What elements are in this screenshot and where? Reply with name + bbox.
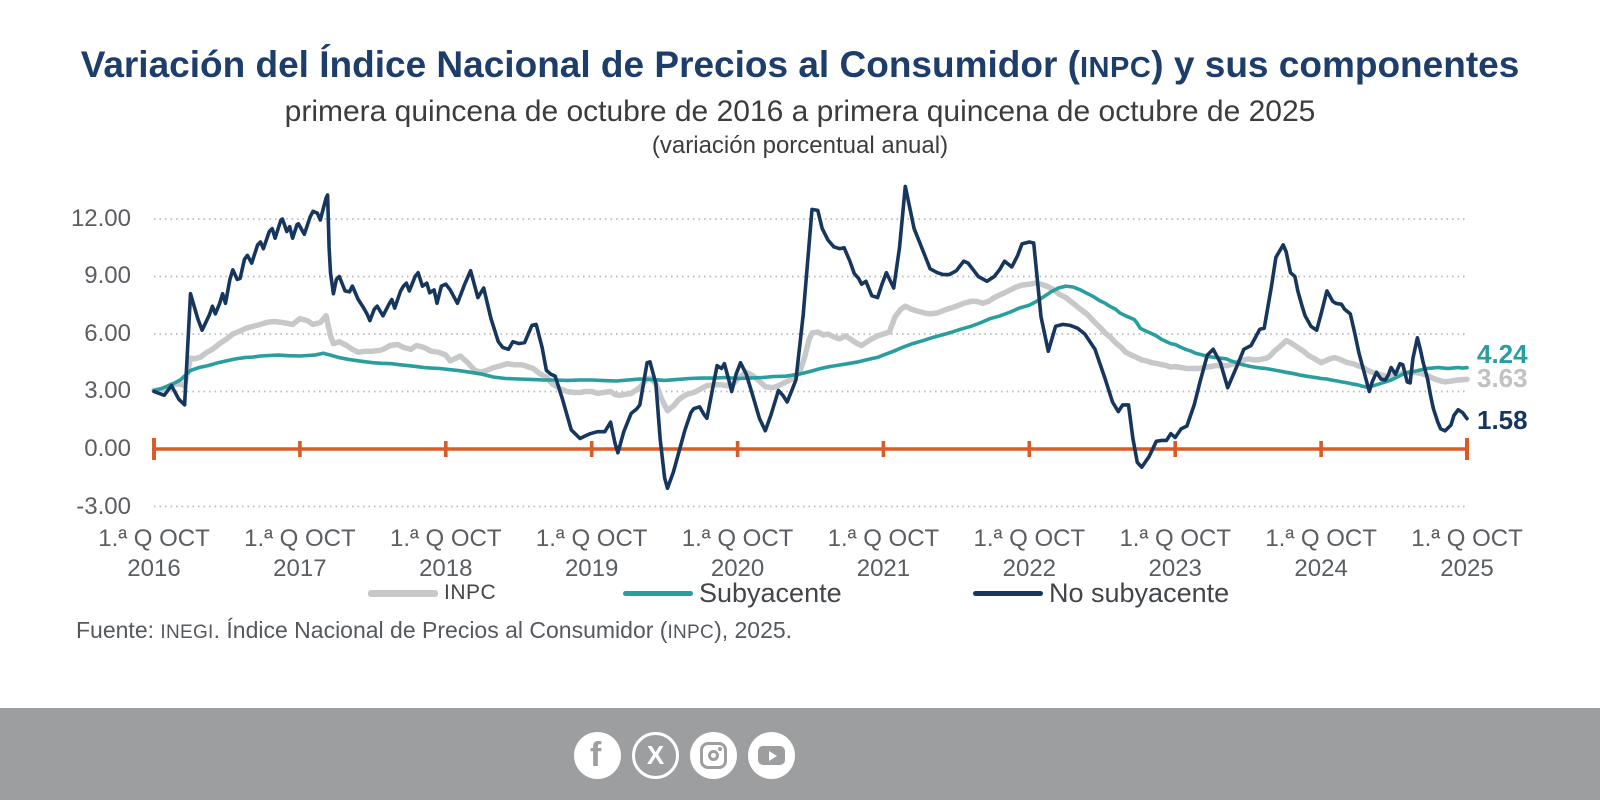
legend-swatch-inpc (368, 589, 438, 597)
legend-item-inpc: INPC (368, 577, 496, 609)
unit-note: (variación porcentual anual) (651, 132, 949, 159)
title-part2: ) y sus componentes (1151, 44, 1520, 85)
source-prefix: Fuente: (76, 617, 161, 643)
legend-item-no-subyacente: No subyacente (973, 577, 1229, 609)
y-tick-label: 0.00 (84, 435, 131, 462)
legend-label-inpc: INPC (444, 581, 497, 604)
end-label-inpc: 3.63 (1477, 363, 1528, 393)
x-tick-quincena: 1.ª Q OCT (827, 525, 940, 552)
x-twitter-icon[interactable]: X (632, 732, 679, 779)
page-title: Variación del Índice Nacional de Precios… (0, 44, 1600, 89)
end-label-subyacente: 4.24 (1477, 339, 1528, 369)
chart-subtitle: primera quincena de octubre de 2016 a pr… (284, 95, 1316, 128)
x-tick-label: 1.ª Q OCT 2020 (665, 524, 811, 584)
y-tick-label: 3.00 (84, 377, 131, 405)
x-tick-quincena: 1.ª Q OCT (973, 525, 1086, 552)
x-tick-label: 1.ª Q OCT 2018 (373, 524, 519, 584)
source-suffix: ), 2025. (714, 617, 793, 643)
title-part1: Variación del Índice Nacional de Precios… (80, 44, 1080, 85)
source-middle: . Índice Nacional de Precios al Consumid… (213, 617, 668, 643)
end-label-no-subyacente: 1.58 (1477, 405, 1528, 435)
x-tick-label: 1.ª Q OCT 2024 (1248, 524, 1394, 584)
x-tick-quincena: 1.ª Q OCT (389, 525, 502, 552)
source-inegi-acronym: INEGI (160, 622, 214, 643)
x-tick-quincena: 1.ª Q OCT (535, 525, 648, 552)
x-tick-quincena: 1.ª Q OCT (1265, 525, 1377, 552)
series-line-subyacente (152, 284, 1469, 393)
x-tick-year: 2018 (419, 555, 473, 582)
x-tick-year: 2017 (273, 555, 327, 582)
x-tick-year: 2019 (564, 555, 619, 582)
x-tick-year: 2016 (127, 555, 181, 582)
footer-bar: f X INEGIINFORMA (0, 708, 1600, 800)
x-tick-label: 1.ª Q OCT 2023 (1102, 524, 1248, 584)
x-tick-label: 1.ª Q OCT 2025 (1394, 524, 1540, 584)
y-tick-label: 9.00 (84, 262, 131, 290)
youtube-icon[interactable] (748, 732, 795, 779)
y-tick-label: 12.00 (70, 204, 131, 232)
x-tick-quincena: 1.ª Q OCT (681, 525, 794, 552)
instagram-icon[interactable] (690, 732, 737, 779)
legend-label-no-subyacente: No subyacente (1049, 577, 1230, 608)
x-tick-year: 2022 (1002, 555, 1057, 582)
source-inpc-acronym: INPC (667, 622, 715, 643)
x-tick-quincena: 1.ª Q OCT (244, 525, 356, 552)
legend-label-subyacente: Subyacente (699, 577, 842, 608)
legend-item-subyacente: Subyacente (623, 577, 842, 609)
x-tick-label: 1.ª Q OCT 2021 (810, 524, 956, 584)
series-line-inpc (151, 280, 1470, 414)
title-inpc-acronym: INPC (1079, 52, 1152, 84)
x-tick-year: 2024 (1294, 555, 1348, 582)
x-tick-quincena: 1.ª Q OCT (1411, 525, 1523, 552)
y-tick-label: -3.00 (76, 492, 131, 520)
x-tick-year: 2023 (1148, 555, 1202, 582)
x-tick-label: 1.ª Q OCT 2019 (519, 524, 665, 584)
x-tick-label: 1.ª Q OCT 2017 (227, 524, 373, 584)
x-tick-quincena: 1.ª Q OCT (1119, 525, 1231, 552)
legend-swatch-subyacente (623, 590, 693, 596)
social-icon-row: f X (574, 732, 795, 779)
facebook-icon[interactable]: f (574, 732, 621, 779)
x-tick-quincena: 1.ª Q OCT (98, 525, 210, 552)
y-tick-label: 6.00 (84, 319, 131, 347)
x-tick-label: 1.ª Q OCT 2016 (81, 524, 227, 584)
title-block: Variación del Índice Nacional de Precios… (0, 44, 1600, 159)
source-note: Fuente: INEGI. Índice Nacional de Precio… (76, 617, 792, 644)
x-tick-label: 1.ª Q OCT 2022 (956, 524, 1102, 584)
series-line-no-subyacente (152, 184, 1469, 491)
x-tick-year: 2021 (856, 555, 911, 582)
x-tick-year: 2020 (710, 555, 765, 582)
x-tick-year: 2025 (1440, 555, 1494, 582)
legend-swatch-no-subyacente (973, 590, 1043, 596)
